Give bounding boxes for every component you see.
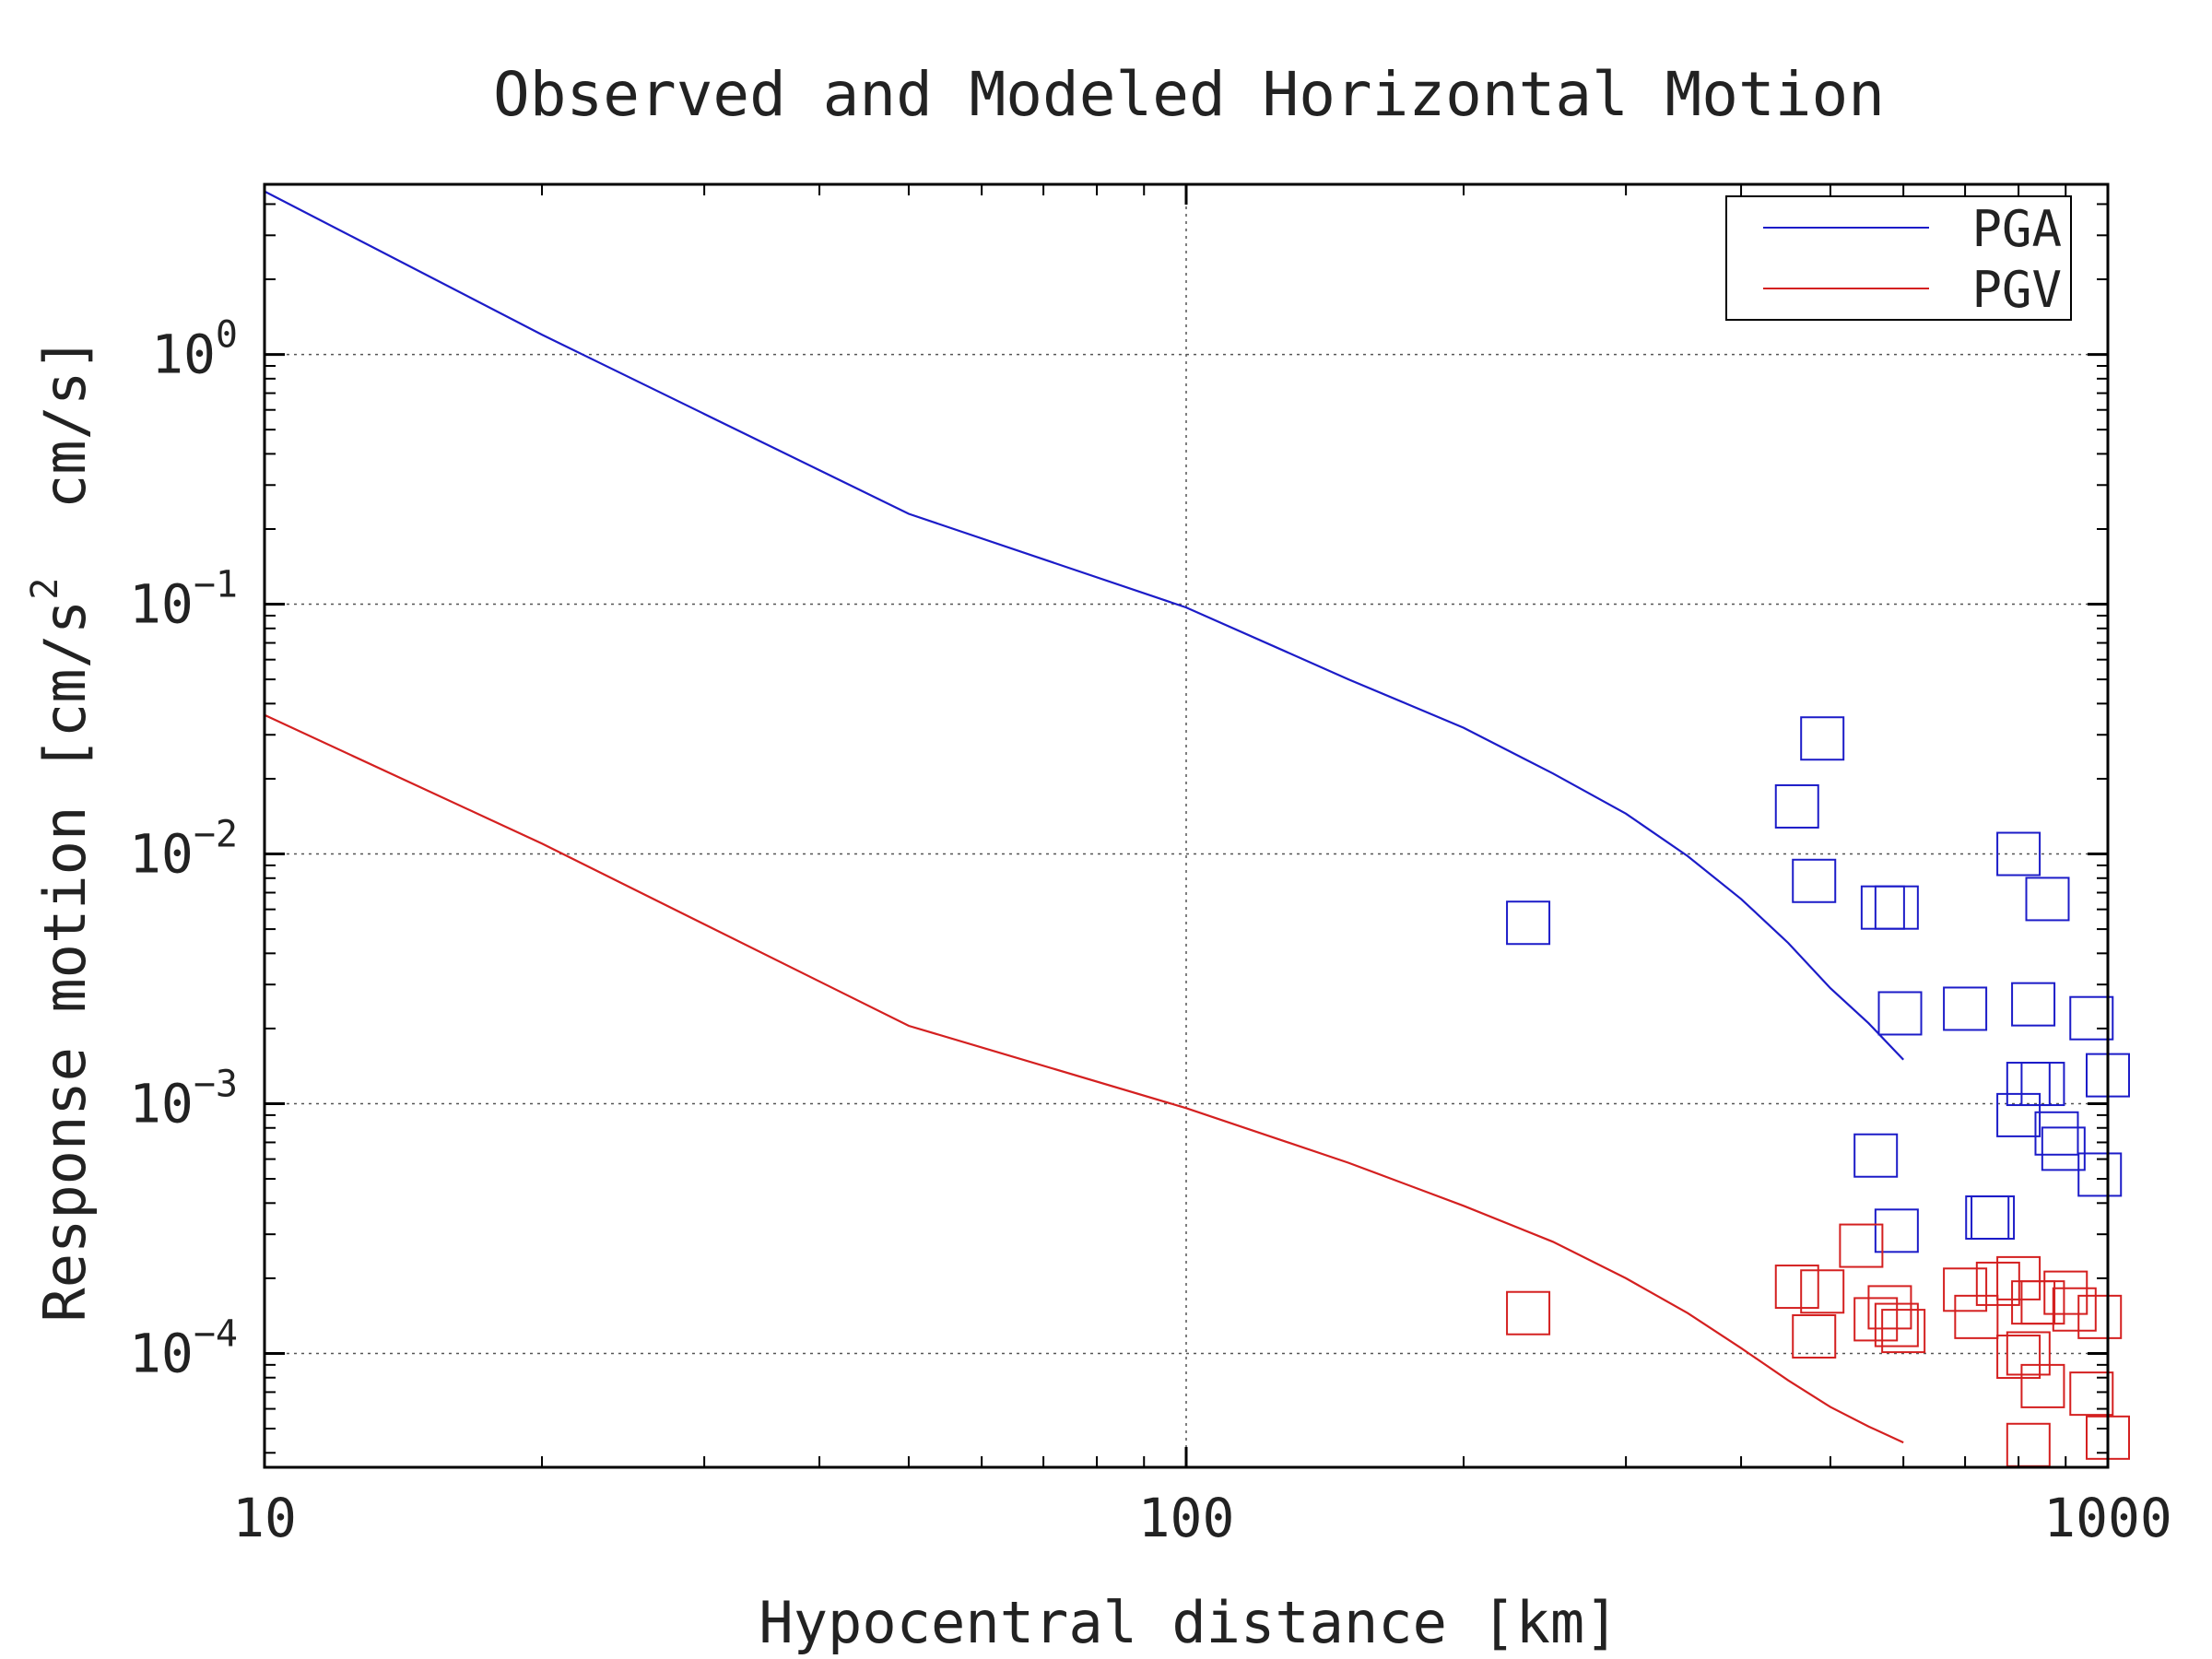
axis-ticks <box>265 184 2108 1467</box>
pgv-observed-marker <box>1839 1223 1884 1268</box>
y-tick-label-exponent: 0 <box>216 314 238 357</box>
pgv-observed-marker <box>1506 1290 1551 1335</box>
y-axis-label-tail: cm/s] <box>31 336 99 577</box>
legend: PGA PGV <box>1725 195 2072 321</box>
y-tick-label-exponent: −2 <box>194 814 238 856</box>
pgv-observed-marker <box>1800 1269 1845 1314</box>
pgv-observed-marker <box>1867 1285 1912 1330</box>
y-axis-label-main: Response motion [cm/s <box>31 600 99 1323</box>
pgv-observed-marker <box>1943 1267 1988 1312</box>
pgv-model-line <box>264 713 1904 1444</box>
pga-model-line <box>264 190 1904 1061</box>
pgv-observed-marker <box>2077 1294 2123 1339</box>
pga-observed-marker <box>1506 900 1551 946</box>
pga-observed-marker <box>2011 982 2056 1027</box>
y-tick-label: 10−4 <box>129 1312 238 1384</box>
y-tick-label: 100 <box>151 314 238 386</box>
legend-label-pga: PGA <box>1971 200 2062 258</box>
pga-observed-marker <box>1943 986 1988 1031</box>
pga-observed-marker <box>1774 783 1819 829</box>
y-tick-label-base: 10 <box>151 324 216 386</box>
pga-observed-marker <box>1877 991 1923 1036</box>
pga-observed-marker <box>2025 877 2070 922</box>
y-tick-label: 10−1 <box>129 564 238 636</box>
pga-observed-marker <box>2034 1111 2079 1156</box>
pga-observed-marker <box>1860 885 1905 930</box>
chart-title: Observed and Modeled Horizontal Motion <box>493 59 1885 130</box>
pgv-observed-marker <box>1996 1335 2041 1380</box>
pgv-observed-marker <box>1774 1265 1819 1310</box>
pga-observed-marker <box>1792 858 1837 903</box>
pgv-observed-marker <box>1881 1309 1926 1354</box>
legend-label-pgv: PGV <box>1971 261 2062 319</box>
pgv-observed-marker <box>2052 1287 2097 1332</box>
pgv-observed-marker <box>1792 1313 1837 1359</box>
pga-observed-marker <box>1965 1195 2010 1241</box>
x-tick-label: 10 <box>232 1487 297 1549</box>
pga-observed-marker <box>2020 1062 2065 1107</box>
pgv-observed-marker <box>1996 1255 2041 1300</box>
pgv-observed-marker <box>2006 1422 2051 1467</box>
x-tick-label: 100 <box>1138 1487 1235 1549</box>
pga-observed-marker <box>1971 1195 2016 1241</box>
y-tick-label: 10−3 <box>129 1063 238 1135</box>
series-lines <box>264 190 1904 1444</box>
x-tick-label: 1000 <box>2043 1487 2172 1549</box>
pga-observed-marker <box>1996 831 2041 877</box>
pgv-observed-marker <box>2006 1331 2051 1376</box>
y-axis-label-superscript: 2 <box>24 578 66 600</box>
pga-observed-marker <box>2069 995 2114 1041</box>
pgv-observed-marker <box>2069 1371 2114 1417</box>
pga-observed-marker <box>1800 716 1845 761</box>
y-tick-label-exponent: −1 <box>194 564 238 606</box>
pga-observed-marker <box>1874 885 1919 930</box>
y-tick-label-base: 10 <box>129 573 194 636</box>
y-tick-label-base: 10 <box>129 1322 194 1384</box>
pgv-observed-marker <box>2020 1363 2065 1408</box>
y-tick-label: 10−2 <box>129 814 238 886</box>
pga-observed-marker <box>1996 1092 2041 1137</box>
pga-observed-marker <box>1853 1133 1899 1178</box>
pga-observed-marker <box>2006 1062 2051 1107</box>
y-axis-label: Response motion [cm/s2 cm/s] <box>24 336 99 1322</box>
pgv-observed-marker <box>1874 1302 1919 1347</box>
pga-observed-marker <box>1874 1208 1919 1253</box>
pga-observed-marker <box>2077 1152 2123 1197</box>
grid-lines <box>265 184 2108 1467</box>
pgv-observed-marker <box>2043 1270 2088 1315</box>
pgv-observed-marker <box>2020 1280 2065 1325</box>
pga-observed-marker <box>2041 1126 2086 1171</box>
y-tick-label-base: 10 <box>129 1072 194 1135</box>
y-tick-label-base: 10 <box>129 823 194 886</box>
data-markers <box>1506 716 2130 1467</box>
legend-box <box>1725 195 2072 321</box>
y-tick-label-exponent: −3 <box>194 1063 238 1105</box>
x-axis-label: Hypocentral distance [km] <box>759 1589 1618 1656</box>
y-tick-label-exponent: −4 <box>194 1312 238 1355</box>
